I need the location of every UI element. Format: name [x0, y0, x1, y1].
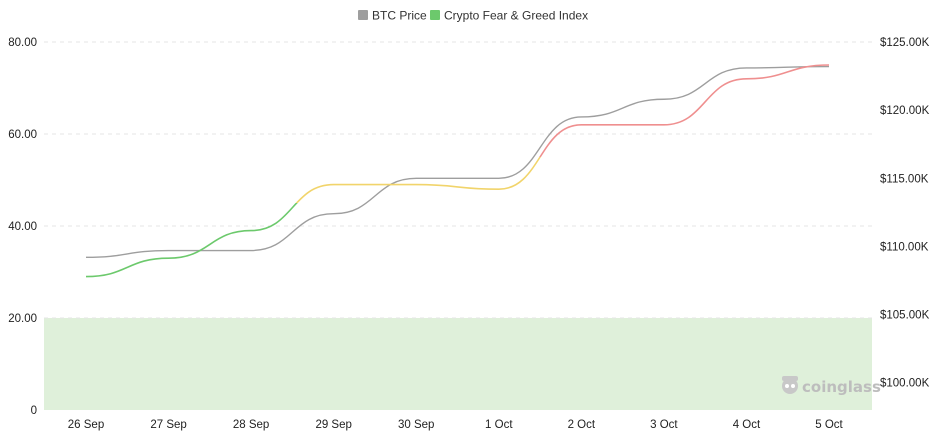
series-lines — [85, 64, 830, 278]
x-axis: 26 Sep 27 Sep 28 Sep 29 Sep 30 Sep 1 Oct 2 Oct… — [68, 419, 844, 431]
right-tick-label: $120.00K — [880, 105, 930, 117]
watermark-text: coinglass — [802, 378, 881, 396]
coinglass-watermark: coinglass — [782, 376, 881, 396]
x-tick-label: 26 Sep — [68, 419, 104, 431]
right-tick-label: $125.00K — [880, 37, 930, 49]
x-tick-label: 2 Oct — [568, 419, 596, 431]
x-tick-label: 4 Oct — [733, 419, 761, 431]
gridlines — [44, 41, 872, 319]
btc-price-line — [85, 65, 830, 259]
x-tick-label: 3 Oct — [650, 419, 678, 431]
legend-item-btc-price[interactable]: BTC Price — [358, 9, 427, 23]
left-axis: 0 20.00 40.00 60.00 80.00 — [8, 37, 37, 417]
left-tick-label: 40.00 — [8, 221, 37, 233]
x-tick-label: 29 Sep — [315, 419, 351, 431]
right-tick-label: $100.00K — [880, 378, 930, 390]
x-tick-label: 30 Sep — [398, 419, 434, 431]
left-tick-label: 60.00 — [8, 129, 37, 141]
fear-zone-band — [44, 318, 872, 410]
right-axis: $100.00K $105.00K $110.00K $115.00K $120.00K… — [880, 37, 930, 390]
fear-zone-fill — [44, 318, 872, 410]
x-tick-label: 27 Sep — [150, 419, 186, 431]
legend-swatch-btc-price — [358, 10, 368, 20]
right-tick-label: $105.00K — [880, 310, 930, 322]
right-tick-label: $115.00K — [880, 173, 929, 185]
x-tick-label: 1 Oct — [485, 419, 513, 431]
x-tick-label: 28 Sep — [233, 419, 269, 431]
left-tick-label: 80.00 — [8, 37, 37, 49]
right-tick-label: $110.00K — [880, 241, 929, 253]
legend: BTC Price Crypto Fear & Greed Index — [358, 9, 588, 23]
fear-greed-line — [85, 64, 830, 278]
left-tick-label: 0 — [31, 405, 37, 417]
x-tick-label: 5 Oct — [815, 419, 843, 431]
legend-label-fear-greed: Crypto Fear & Greed Index — [444, 9, 588, 23]
legend-item-fear-greed[interactable]: Crypto Fear & Greed Index — [430, 9, 588, 23]
coinglass-logo-icon — [782, 376, 798, 394]
legend-swatch-fear-greed — [430, 10, 440, 20]
legend-label-btc-price: BTC Price — [372, 9, 427, 23]
left-tick-label: 20.00 — [8, 313, 37, 325]
